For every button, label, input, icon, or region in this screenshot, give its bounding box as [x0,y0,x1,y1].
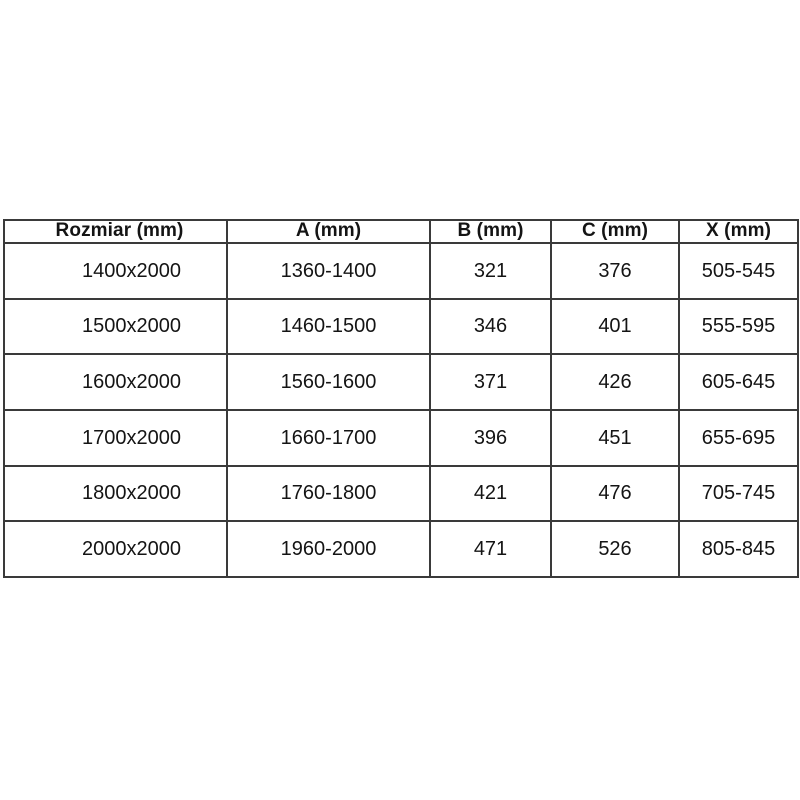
cell-b: 321 [429,241,552,300]
cell-x: 705-745 [678,464,799,523]
cell-a: 1660-1700 [226,408,431,467]
cell-x: 505-545 [678,241,799,300]
cell-c: 426 [550,353,680,411]
cell-a: 1360-1400 [226,241,431,300]
spec-table-container: Rozmiar (mm) A (mm) B (mm) C (mm) X (mm)… [3,219,799,578]
cell-size: 1600x2000 [3,353,228,411]
column-header-c: C (mm) [550,219,680,244]
cell-c: 376 [550,241,680,300]
cell-x: 805-845 [678,520,799,578]
cell-c: 451 [550,408,680,467]
cell-x: 655-695 [678,408,799,467]
cell-b: 396 [429,408,552,467]
column-header-x: X (mm) [678,219,799,244]
cell-b: 346 [429,297,552,356]
shower-enclosure-size-table: Rozmiar (mm) A (mm) B (mm) C (mm) X (mm)… [3,219,799,578]
table-row: 2000x2000 1960-2000 471 526 805-845 [3,520,799,578]
cell-c: 401 [550,297,680,356]
cell-size: 1400x2000 [3,241,228,300]
table-row: 1800x2000 1760-1800 421 476 705-745 [3,464,799,523]
cell-size: 1700x2000 [3,408,228,467]
cell-b: 371 [429,353,552,411]
column-header-b: B (mm) [429,219,552,244]
cell-a: 1560-1600 [226,353,431,411]
table-header-row: Rozmiar (mm) A (mm) B (mm) C (mm) X (mm) [3,219,799,244]
cell-b: 421 [429,464,552,523]
cell-x: 555-595 [678,297,799,356]
cell-a: 1460-1500 [226,297,431,356]
cell-size: 1800x2000 [3,464,228,523]
cell-c: 476 [550,464,680,523]
cell-a: 1760-1800 [226,464,431,523]
table-row: 1600x2000 1560-1600 371 426 605-645 [3,353,799,411]
cell-b: 471 [429,520,552,578]
table-row: 1400x2000 1360-1400 321 376 505-545 [3,241,799,300]
table-row: 1700x2000 1660-1700 396 451 655-695 [3,408,799,467]
table-row: 1500x2000 1460-1500 346 401 555-595 [3,297,799,356]
cell-size: 1500x2000 [3,297,228,356]
cell-size: 2000x2000 [3,520,228,578]
cell-a: 1960-2000 [226,520,431,578]
cell-c: 526 [550,520,680,578]
table-header: Rozmiar (mm) A (mm) B (mm) C (mm) X (mm) [3,219,799,244]
column-header-a: A (mm) [226,219,431,244]
column-header-rozmiar: Rozmiar (mm) [3,219,228,244]
cell-x: 605-645 [678,353,799,411]
table-body: 1400x2000 1360-1400 321 376 505-545 1500… [3,241,799,578]
